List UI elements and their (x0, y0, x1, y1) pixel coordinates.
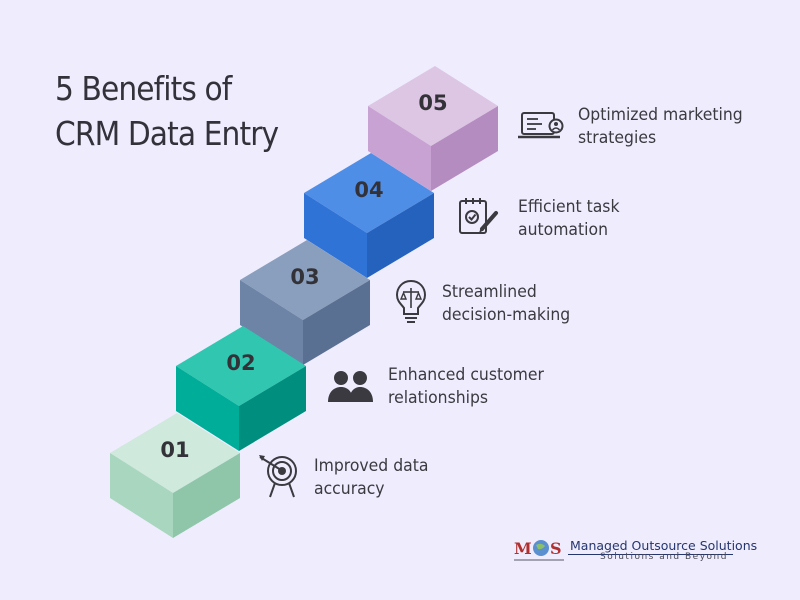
step-01-side (173, 453, 240, 538)
logo-mark-m: M (514, 539, 532, 558)
step-03-number: 03 (290, 265, 319, 289)
step-05: 05 (368, 66, 498, 191)
step-05-front (368, 106, 431, 191)
step-03-side (303, 280, 370, 365)
laptop-icon (518, 112, 564, 139)
benefit-02-label: Enhanced customer relationships (388, 364, 544, 410)
benefit-01-label: Improved data accuracy (314, 455, 428, 501)
benefit-03-label: Streamlined decision-making (442, 281, 570, 327)
benefit-02-line-2: relationships (388, 388, 489, 408)
benefit-04-line-1: Efficient task (518, 197, 620, 217)
logo-divider (568, 554, 733, 555)
step-04-top (304, 153, 434, 233)
logo-mark-s: S (550, 539, 562, 558)
step-05-top (368, 66, 498, 146)
step-04: 04 (304, 153, 434, 278)
step-03-top (240, 240, 370, 320)
target-icon (259, 455, 297, 498)
step-01-front (110, 453, 173, 538)
step-02-number: 02 (226, 351, 255, 375)
company-logo: M S (514, 539, 564, 561)
benefit-05-line-1: Optimized marketing (578, 105, 743, 125)
step-04-number: 04 (354, 178, 383, 202)
step-01-number: 01 (160, 438, 189, 462)
step-04-front (304, 193, 367, 278)
title-line-2: CRM Data Entry (55, 114, 279, 153)
step-02: 02 (176, 326, 306, 451)
benefit-05-line-2: strategies (578, 128, 657, 148)
logo-tagline: Solutions and Beyond (600, 552, 728, 562)
step-02-top (176, 326, 306, 406)
checklist-icon (459, 198, 498, 234)
benefit-05-label: Optimized marketing strategies (578, 104, 743, 150)
step-03: 03 (240, 240, 370, 365)
step-04-side (367, 193, 434, 278)
benefit-02-line-1: Enhanced customer (388, 365, 544, 385)
step-02-front (176, 366, 239, 451)
benefit-03-line-1: Streamlined (442, 282, 537, 302)
step-03-front (240, 280, 303, 365)
logo-company-name: Managed Outsource Solutions (570, 538, 758, 553)
lightbulb-icon (395, 279, 427, 323)
title-line-1: 5 Benefits of (55, 69, 232, 108)
benefit-04-label: Efficient task automation (518, 196, 620, 242)
benefit-01-line-1: Improved data (314, 456, 429, 476)
step-05-side (431, 106, 498, 191)
page-title: 5 Benefits of CRM Data Entry (55, 66, 279, 156)
people-icon (328, 371, 373, 402)
benefit-04-line-2: automation (518, 220, 608, 240)
step-02-side (239, 366, 306, 451)
step-05-number: 05 (418, 91, 447, 115)
step-01: 01 (110, 413, 240, 538)
benefit-01-line-2: accuracy (314, 479, 385, 499)
benefit-03-line-2: decision-making (442, 305, 571, 325)
step-01-top (110, 413, 240, 493)
